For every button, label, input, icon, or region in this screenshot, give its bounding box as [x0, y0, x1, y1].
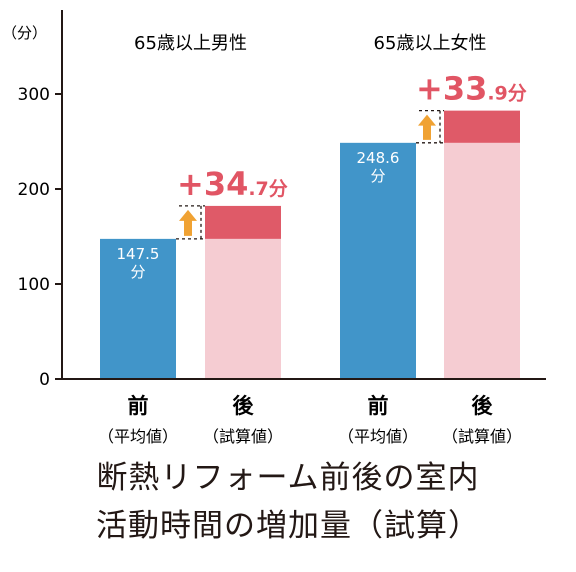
y-tick-label: 200 [18, 180, 50, 200]
group-title: 65歳以上男性 [134, 33, 247, 54]
bar-unit-label: 分 [370, 167, 385, 185]
bar-after-increase [444, 110, 520, 143]
category-name-after: 後 [233, 394, 255, 418]
bars [100, 110, 520, 379]
group-title: 65歳以上女性 [374, 33, 487, 54]
up-arrow-icon [418, 114, 436, 140]
bar-after-increase [205, 205, 281, 239]
category-sub-before: （平均値） [338, 427, 418, 446]
category-name-before: 前 [368, 394, 389, 418]
category-name-after: 後 [472, 394, 494, 418]
y-axis-ticks: 0 100 200 300 [18, 85, 62, 390]
bar-after-base [205, 238, 281, 379]
y-axis-unit: （分） [2, 24, 47, 42]
bar-value-label: 248.6 [357, 149, 400, 167]
bar-value-label: 147.5 [117, 245, 160, 263]
increase-label-decimal: .7分 [248, 178, 287, 200]
category-sub-after: （試算値） [442, 427, 522, 446]
bar-unit-label: 分 [130, 263, 145, 281]
y-tick-label: 300 [18, 85, 50, 105]
increase-label: +34.7分 [177, 165, 288, 203]
bar-after-base [444, 142, 520, 379]
annotations: 65歳以上男性147.5分+34.7分前（平均値）後（試算値）65歳以上女性24… [98, 33, 527, 446]
increase-label-integer: +34 [177, 165, 248, 203]
y-tick-label: 0 [39, 370, 50, 390]
category-name-before: 前 [128, 394, 149, 418]
up-arrow-icon [179, 209, 197, 236]
increase-label-integer: +33 [416, 70, 487, 108]
category-sub-after: （試算値） [203, 427, 283, 446]
bar-before [340, 142, 416, 379]
increase-label: +33.9分 [416, 70, 527, 108]
caption-line-2: 活動時間の増加量（試算） [96, 508, 480, 544]
caption-line-1: 断熱リフォーム前後の室内 [96, 460, 480, 496]
y-tick-label: 100 [18, 275, 50, 295]
increase-label-decimal: .9分 [487, 83, 526, 105]
category-sub-before: （平均値） [98, 427, 178, 446]
bar-before [100, 238, 176, 379]
